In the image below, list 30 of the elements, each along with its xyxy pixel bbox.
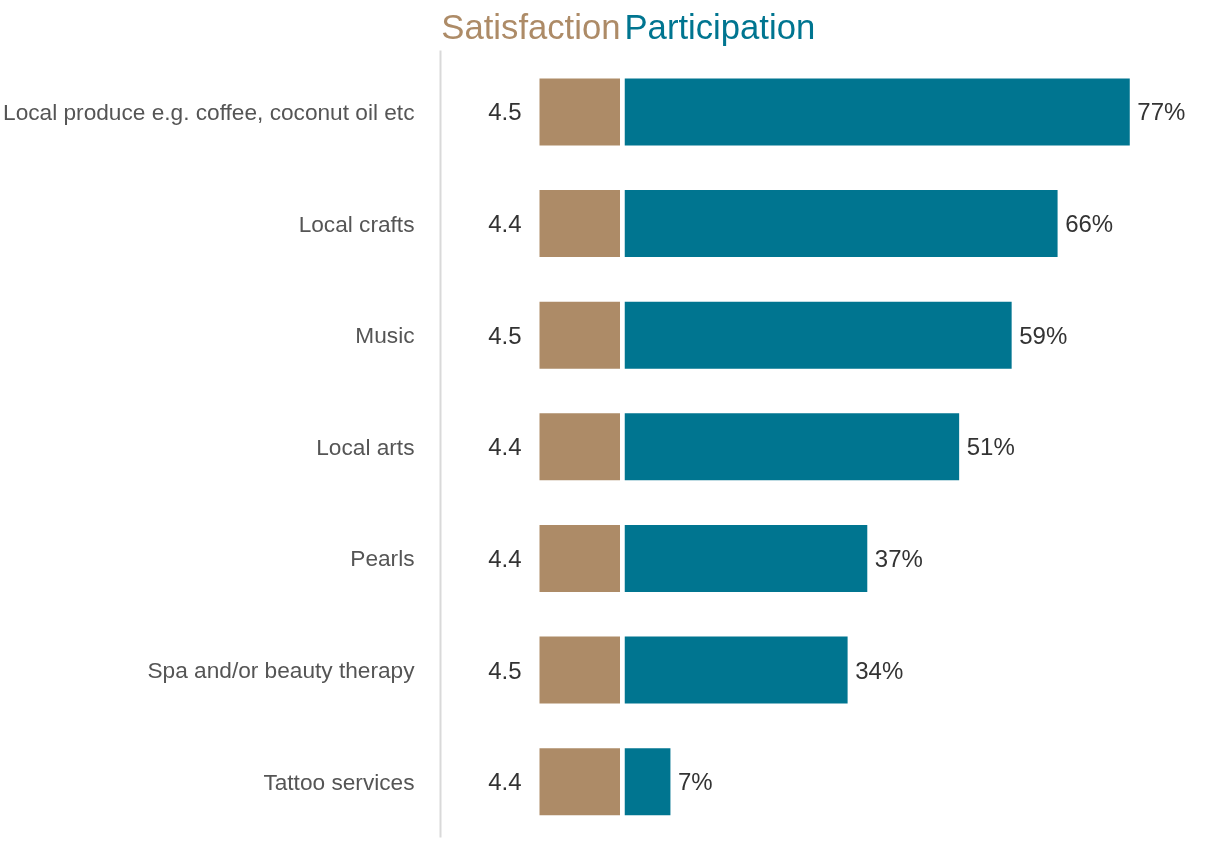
category-label: Music [355,322,415,349]
category-label: Local arts [316,433,415,460]
category-label: Pearls [350,545,415,572]
data-label: 59% [1019,321,1068,349]
category-label: Local crafts [298,210,415,237]
data-label: 4.4 [488,210,522,238]
text: Satisfaction [441,7,621,46]
bar [624,190,1058,258]
bar [624,524,868,592]
chart-title: Participation [624,7,816,46]
data-label: 4.4 [488,544,522,572]
data-label: 34% [855,656,904,684]
data-label: 4.5 [488,98,522,126]
bar [624,413,960,481]
bar [624,78,1130,146]
data-label: 4.4 [488,433,522,461]
data-label: 4.4 [488,768,522,796]
data-label: 37% [874,544,923,572]
data-label: 77% [1137,98,1186,126]
data-label: 4.5 [488,656,522,684]
bar [624,301,1012,369]
data-label: 4.5 [488,321,522,349]
category-label: Spa and/or beauty therapy [147,657,416,684]
data-label: 7% [678,768,713,796]
category-label: Tattoo services [263,768,415,795]
data-label: 51% [966,433,1015,461]
bar [624,748,671,816]
data-label: 66% [1065,210,1114,238]
category-label: Local produce e.g. coffee, coconut oil etc [3,98,415,125]
bar [624,636,848,704]
